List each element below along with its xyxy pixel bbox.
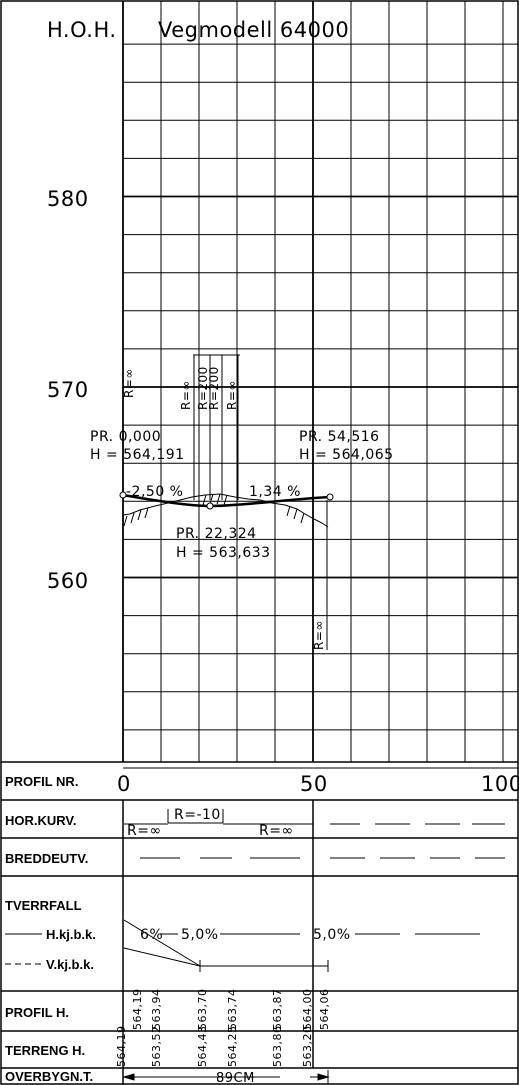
terrain-hatching <box>123 493 305 527</box>
vertical-radius-label: R=200 <box>207 366 221 410</box>
row-label-hor-kurv: HOR.KURV. <box>5 813 77 828</box>
terreng-h-value: 564,19 <box>115 1026 128 1068</box>
vertical-radius-label: R=200 <box>196 366 210 410</box>
hor-kurv-value: R=∞ <box>127 823 162 839</box>
terreng-h-value: 563,20 <box>301 1026 314 1068</box>
profil-h-value: 564,00 <box>301 989 314 1031</box>
hor-kurv-value: R=∞ <box>259 823 294 839</box>
point-height-end: H = 564,065 <box>299 447 394 463</box>
profil-h-value: 563,87 <box>271 989 284 1031</box>
station-tick-50: 50 <box>300 772 328 796</box>
vertical-radius-label: R=∞ <box>179 380 193 410</box>
profil-h-value: 564,06 <box>318 989 331 1031</box>
point-height-mid: H = 563,633 <box>176 545 271 561</box>
hor-kurv-value: R=-10 <box>174 807 221 823</box>
row-label-h-kj-b-k: H.kj.b.k. <box>46 927 96 942</box>
profile-grid <box>122 1 518 769</box>
elevation-label-570: 570 <box>47 378 89 402</box>
elevation-label-580: 580 <box>47 187 89 211</box>
terreng-h-value: 563,86 <box>271 1026 284 1068</box>
hor-kurv-lines <box>124 809 505 825</box>
point-height-start: H = 564,191 <box>90 447 185 463</box>
grade-label-right: 1,34 % <box>249 484 301 500</box>
point-station-start: PR. 0,000 <box>90 429 161 445</box>
point-station-mid: PR. 22,324 <box>176 526 257 542</box>
overbygn-dimension <box>122 1070 330 1084</box>
data-table-lines <box>1 761 518 1085</box>
tverrfall-value: 6% <box>140 927 163 943</box>
vertical-radius-label: R=∞ <box>122 368 136 398</box>
profil-h-value: 563,74 <box>226 989 239 1031</box>
row-label-breddeutv: BREDDEUTV. <box>5 851 88 866</box>
profil-h-value: 563,94 <box>150 989 163 1031</box>
profil-h-values: 564,19 563,94 563,70 563,74 563,87 564,00 564,… <box>131 989 331 1031</box>
station-tick-0: 0 <box>117 772 131 796</box>
station-tick-100: 100 <box>481 772 519 796</box>
row-label-profil-nr: PROFIL NR. <box>5 774 78 789</box>
radius-leader-lines <box>193 354 328 650</box>
terreng-h-values: 564,19 563,52 564,43 564,25 563,86 563,20 <box>115 1026 314 1068</box>
elevation-label-560: 560 <box>47 569 89 593</box>
row-label-terreng-h: TERRENG H. <box>5 1043 85 1058</box>
overbygn-value: 89CM <box>216 1071 255 1085</box>
point-station-end: PR. 54,516 <box>299 429 380 445</box>
tverrfall-value: 5,0% <box>181 927 219 943</box>
profile-point-start <box>119 491 127 499</box>
tverrfall-lines <box>123 919 480 972</box>
row-label-v-kj-b-k: V.kj.b.k. <box>46 957 94 972</box>
header-left-label: H.O.H. <box>47 18 117 42</box>
row-label-overbygn: OVERBYGN.T. <box>5 1069 93 1084</box>
terreng-h-value: 564,43 <box>196 1026 209 1068</box>
vertical-radius-label: R=∞ <box>312 620 326 650</box>
terreng-h-value: 563,52 <box>150 1026 163 1068</box>
profile-point-mid <box>206 502 214 510</box>
vertical-radius-label: R=∞ <box>225 380 239 410</box>
terrain-line <box>122 493 329 528</box>
profil-h-value: 564,19 <box>131 989 144 1031</box>
tverrfall-value: 5,0% <box>313 927 351 943</box>
terreng-h-value: 564,25 <box>226 1026 239 1068</box>
grade-label-left: -2,50 % <box>126 484 183 500</box>
drawing-title: Vegmodell 64000 <box>158 18 349 42</box>
row-label-profil-h: PROFIL H. <box>5 1005 69 1020</box>
profil-h-value: 563,70 <box>196 989 209 1031</box>
profile-point-end <box>326 493 334 501</box>
row-label-tverrfall: TVERRFALL <box>5 898 82 913</box>
